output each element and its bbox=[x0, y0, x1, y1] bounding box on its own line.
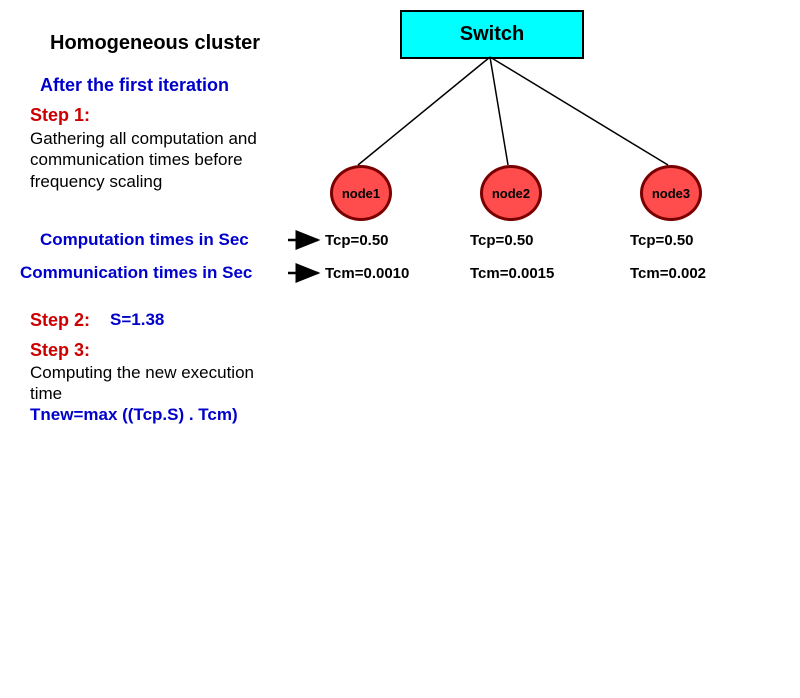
node-2: node2 bbox=[480, 165, 542, 221]
subtitle: After the first iteration bbox=[40, 75, 229, 96]
diagram-lines bbox=[0, 0, 800, 698]
node3-tcm: Tcm=0.002 bbox=[630, 265, 706, 282]
step3-formula: Tnew=max ((Tcp.S) . Tcm) bbox=[30, 405, 238, 425]
node1-tcm: Tcm=0.0010 bbox=[325, 265, 409, 282]
switch-box: Switch bbox=[400, 10, 584, 59]
step3-label: Step 3: bbox=[30, 340, 90, 361]
node2-tcp: Tcp=0.50 bbox=[470, 232, 534, 249]
step1-label: Step 1: bbox=[30, 105, 90, 126]
node-3-label: node3 bbox=[652, 186, 690, 201]
step1-text: Gathering all computation and communicat… bbox=[30, 128, 320, 192]
node2-tcm: Tcm=0.0015 bbox=[470, 265, 554, 282]
page-title: Homogeneous cluster bbox=[50, 32, 260, 55]
node-1: node1 bbox=[330, 165, 392, 221]
switch-label: Switch bbox=[460, 23, 524, 46]
step3-text: Computing the new execution time bbox=[30, 362, 280, 405]
node-3: node3 bbox=[640, 165, 702, 221]
step2-label: Step 2: bbox=[30, 310, 90, 331]
node3-tcp: Tcp=0.50 bbox=[630, 232, 694, 249]
node-1-label: node1 bbox=[342, 186, 380, 201]
edge-switch-node1 bbox=[358, 57, 490, 165]
step2-value: S=1.38 bbox=[110, 310, 164, 330]
node-2-label: node2 bbox=[492, 186, 530, 201]
edge-switch-node3 bbox=[490, 57, 668, 165]
edge-switch-node2 bbox=[490, 57, 508, 165]
node1-tcp: Tcp=0.50 bbox=[325, 232, 389, 249]
computation-label: Computation times in Sec bbox=[40, 230, 249, 250]
communication-label: Communication times in Sec bbox=[20, 263, 252, 283]
